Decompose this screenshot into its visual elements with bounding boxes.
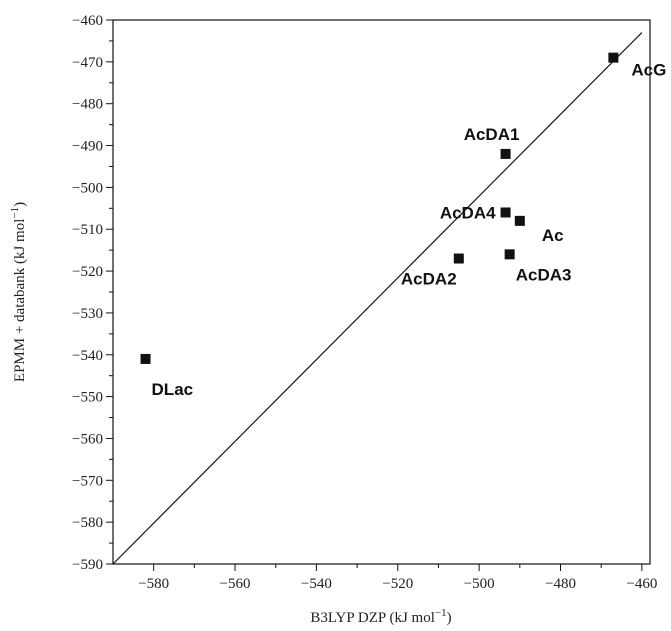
data-point-label: AcDA2 [401, 270, 457, 289]
data-point-label: AcDA1 [464, 125, 520, 144]
y-tick-label: −480 [72, 97, 103, 113]
y-axis-title: EPMM + databank (kJ mol−1) [9, 202, 28, 382]
y-tick-label: −520 [72, 264, 103, 280]
x-tick-label: −560 [220, 576, 251, 592]
y-tick-label: −580 [72, 515, 103, 531]
y-tick-label: −470 [72, 55, 103, 71]
y-tick-label: −540 [72, 348, 103, 364]
data-point-label: DLac [152, 380, 194, 399]
data-point [608, 53, 618, 63]
data-point-label: AcG [631, 61, 666, 80]
data-point [501, 207, 511, 217]
data-point [501, 149, 511, 159]
data-point-label: AcDA3 [516, 265, 572, 284]
data-point-label: AcDA4 [440, 203, 496, 222]
y-tick-label: −460 [72, 13, 103, 29]
x-axis-title: B3LYP DZP (kJ mol−1) [310, 607, 451, 626]
x-tick-label: −480 [545, 576, 576, 592]
data-point [454, 254, 464, 264]
y-tick-label: −510 [72, 222, 103, 238]
y-tick-label: −490 [72, 139, 103, 155]
data-point [505, 249, 515, 259]
x-tick-label: −460 [626, 576, 657, 592]
y-tick-label: −570 [72, 473, 103, 489]
x-tick-label: −520 [382, 576, 413, 592]
y-tick-label: −590 [72, 557, 103, 573]
data-point [515, 216, 525, 226]
y-tick-label: −530 [72, 306, 103, 322]
data-point [141, 354, 151, 364]
y-tick-label: −550 [72, 390, 103, 406]
data-point-label: Ac [542, 226, 564, 245]
x-tick-label: −540 [301, 576, 332, 592]
y-tick-label: −500 [72, 180, 103, 196]
x-tick-label: −500 [464, 576, 495, 592]
x-tick-label: −580 [138, 576, 169, 592]
y-tick-label: −560 [72, 431, 103, 447]
reference-line [113, 33, 642, 564]
